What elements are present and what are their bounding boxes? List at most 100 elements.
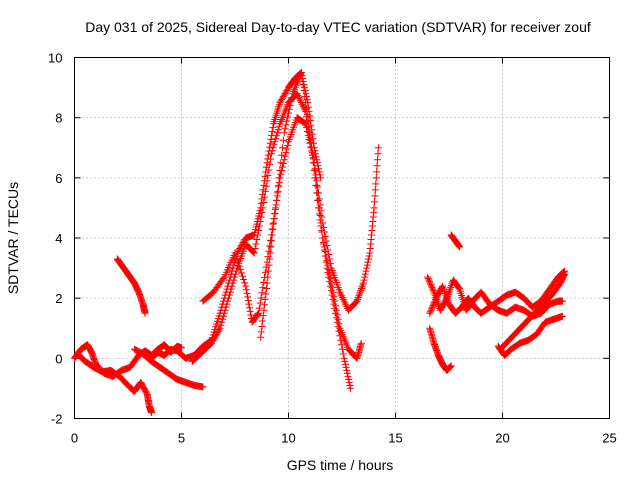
data-point (259, 204, 267, 212)
data-point (247, 311, 255, 319)
data-point (429, 302, 437, 310)
data-point (260, 199, 268, 207)
x-tick-label: 0 (71, 431, 78, 446)
data-point (273, 192, 281, 200)
data-point (456, 243, 464, 251)
data-point (373, 162, 381, 170)
data-point (326, 270, 334, 278)
y-axis-label: SDTVAR / TECUs (5, 182, 21, 294)
data-point (306, 139, 314, 147)
data-point (264, 267, 272, 275)
data-point (267, 243, 275, 251)
data-point (351, 299, 359, 307)
data-point (250, 249, 258, 257)
data-point (435, 301, 443, 309)
data-point (294, 91, 302, 99)
data-point (338, 345, 346, 353)
data-point (303, 111, 311, 119)
data-point (287, 97, 295, 105)
data-point (424, 275, 432, 283)
data-point (362, 267, 370, 275)
data-point (254, 231, 262, 239)
data-point (429, 287, 437, 295)
data-point (424, 273, 432, 281)
data-point (300, 87, 308, 95)
data-point (263, 177, 271, 185)
data-point (218, 318, 226, 326)
data-point (445, 287, 453, 295)
data-point (430, 300, 438, 308)
data-point (302, 124, 310, 132)
data-point (315, 204, 323, 212)
data-point (257, 333, 265, 341)
data-point (314, 189, 322, 197)
data-point (233, 256, 241, 264)
data-point (372, 174, 380, 182)
data-point (311, 150, 319, 158)
data-point (296, 95, 304, 103)
data-point (261, 193, 269, 201)
grid-lines (74, 57, 610, 419)
data-point (281, 125, 289, 133)
data-point (425, 276, 433, 284)
data-point (323, 257, 331, 265)
axis-ticks: 0 5 10 15 20 25 -2 0 2 4 6 8 10 (48, 51, 617, 446)
data-point (264, 273, 272, 281)
data-point (225, 291, 233, 299)
data-point (238, 272, 246, 280)
data-point (243, 289, 251, 297)
data-point (439, 282, 447, 290)
data-point (246, 304, 254, 312)
data-point (374, 156, 382, 164)
data-point (260, 306, 268, 314)
data-point (269, 144, 277, 152)
data-point (455, 284, 463, 292)
data-point (320, 239, 328, 247)
series-arc-e (148, 69, 325, 362)
data-point (361, 270, 369, 278)
data-point (372, 180, 380, 188)
data-point (227, 285, 235, 293)
data-point (241, 279, 249, 287)
series-arc-n (496, 270, 569, 353)
data-point (298, 75, 306, 83)
data-point (266, 139, 274, 147)
data-point (284, 141, 292, 149)
data-point (207, 339, 215, 347)
data-point (178, 344, 185, 352)
data-point (266, 255, 274, 263)
data-point (347, 384, 355, 392)
data-point (258, 289, 266, 297)
data-point (370, 204, 378, 212)
data-point (454, 283, 462, 291)
data-point (340, 297, 348, 305)
data-point (310, 159, 318, 167)
data-point (428, 303, 436, 311)
data-point (307, 136, 315, 144)
data-point (270, 219, 278, 227)
data-point (342, 363, 350, 371)
data-point (225, 294, 233, 302)
data-point (302, 99, 310, 107)
data-point (443, 295, 451, 303)
data-point (285, 105, 293, 113)
data-point (302, 90, 310, 98)
data-point (266, 249, 274, 257)
data-point (212, 332, 220, 340)
data-point (374, 150, 382, 158)
data-point (219, 315, 227, 323)
y-tick-label: -2 (51, 412, 63, 427)
data-point (316, 211, 324, 219)
data-point (441, 289, 449, 297)
data-point (371, 198, 379, 206)
data-point (249, 248, 257, 256)
data-point (303, 128, 311, 136)
data-point (308, 151, 316, 159)
data-point (328, 291, 336, 299)
data-point (210, 335, 218, 343)
data-point (220, 309, 228, 317)
data-point (283, 117, 291, 125)
data-point (363, 264, 371, 272)
data-point (354, 294, 362, 302)
data-point (308, 147, 316, 155)
